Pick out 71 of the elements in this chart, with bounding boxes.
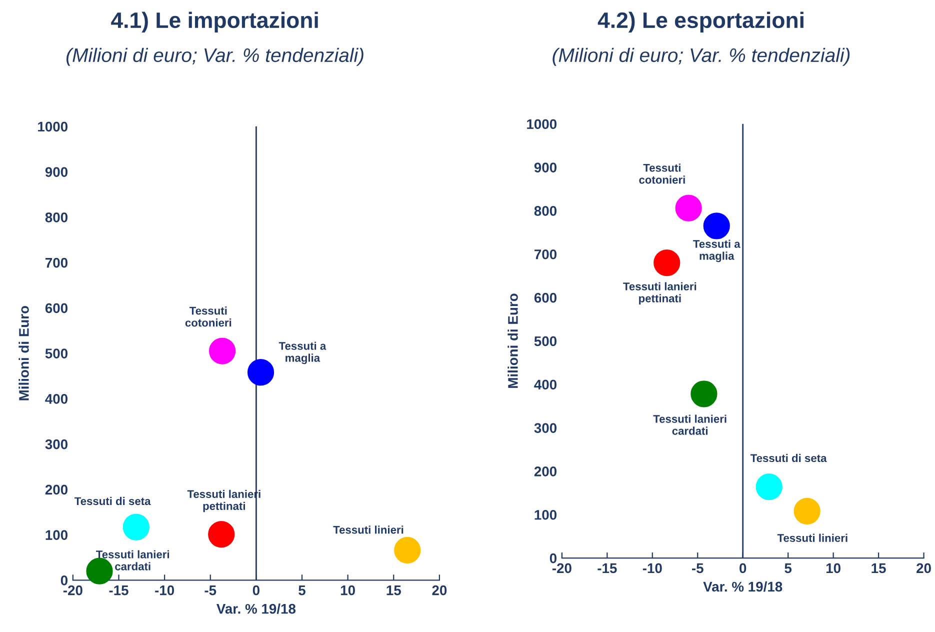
x-axis-title: Var. % 19/18 (216, 604, 296, 614)
x-tick-label: -5 (692, 563, 704, 574)
chart-title: 4.1) Le importazioni (111, 12, 318, 32)
x-tick-label: 10 (340, 585, 355, 596)
y-tick-label: 0 (550, 553, 557, 564)
y-axis-title: Milioni di Euro (18, 306, 29, 400)
point (794, 498, 820, 524)
x-tick-label: -15 (598, 563, 617, 574)
series-label: Tessuti cotonieri (639, 164, 685, 184)
point (675, 194, 702, 222)
series-label: Tessuti a maglia (278, 342, 326, 364)
x-tick-label: 0 (252, 585, 260, 596)
y-tick-label: 1000 (527, 119, 557, 130)
point (394, 536, 421, 564)
y-axis-title: Milioni di Euro (508, 294, 518, 388)
point (86, 558, 113, 584)
y-tick-label: 500 (45, 348, 68, 358)
chart-subtitle: (Milioni di euro; Var. % tendenziali) (66, 48, 364, 66)
series-label: Tessuti lanieri cardati (96, 550, 169, 570)
y-tick-label: 100 (46, 530, 68, 540)
x-tick-label: 10 (826, 563, 840, 574)
y-tick-label: 500 (534, 336, 557, 346)
x-tick-label: 20 (432, 585, 447, 596)
y-tick-label: 1000 (38, 122, 68, 132)
series-label: Tessuti lanieri cardati (653, 414, 726, 435)
point (208, 338, 236, 364)
x-axis-title: Var. % 19/18 (703, 581, 782, 592)
x-tick-label: 15 (386, 586, 401, 596)
x-tick-label: 0 (740, 563, 746, 574)
x-tick-label: -10 (642, 563, 662, 574)
y-tick-label: 400 (534, 380, 557, 390)
point (703, 212, 730, 240)
y-tick-label: 700 (45, 258, 68, 268)
y-tick-label: 300 (45, 439, 68, 450)
point (208, 521, 235, 548)
chart-title: 4.2) Le esportazioni (598, 12, 804, 32)
y-tick-label: 400 (45, 394, 68, 404)
x-tick-label: -20 (552, 563, 572, 574)
y-tick-label: 700 (534, 249, 557, 260)
point (654, 250, 680, 276)
x-tick-label: -20 (63, 585, 82, 596)
series-label: Tessuti a maglia (693, 240, 740, 262)
point (122, 514, 150, 540)
x-tick-label: 15 (872, 563, 886, 574)
x-tick-label: -15 (109, 586, 128, 596)
series-label: Tessuti di seta (74, 496, 151, 506)
y-tick-label: 900 (45, 167, 68, 177)
y-tick-label: 800 (45, 212, 68, 222)
y-tick-label: 100 (534, 510, 557, 520)
series-label: Tessuti cotonieri (185, 306, 232, 327)
point (756, 474, 782, 500)
series-label: Tessuti lanieri pettinati (623, 282, 696, 305)
y-tick-label: 200 (534, 466, 557, 476)
series-label: Tessuti linieri (777, 534, 848, 542)
y-tick-label: 800 (534, 206, 557, 216)
point (247, 359, 274, 386)
chart-subtitle: (Milioni di euro; Var. % tendenziali) (552, 48, 850, 66)
y-tick-label: 600 (45, 303, 68, 314)
y-tick-label: 600 (534, 292, 557, 303)
series-label: Tessuti di seta (750, 454, 827, 462)
y-tick-label: 0 (60, 576, 68, 586)
x-tick-label: -10 (155, 585, 174, 596)
y-tick-label: 900 (534, 162, 557, 172)
y-tick-label: 300 (534, 423, 557, 433)
x-tick-label: -5 (204, 586, 216, 596)
x-tick-label: 5 (784, 563, 792, 574)
x-tick-label: 20 (916, 563, 931, 574)
x-tick-label: 5 (298, 586, 306, 596)
y-tick-label: 200 (45, 484, 68, 495)
point (690, 380, 718, 408)
series-label: Tessuti linieri (333, 526, 404, 534)
